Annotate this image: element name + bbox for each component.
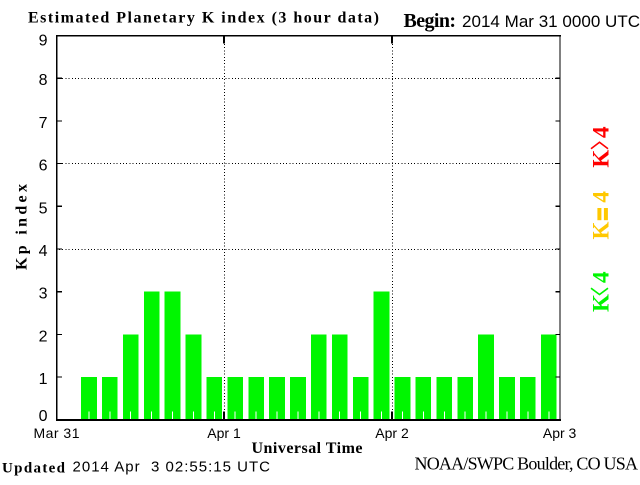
svg-text:3: 3 [39,286,48,303]
svg-text:NOAA/SWPC Boulder, CO USA: NOAA/SWPC Boulder, CO USA [415,454,639,474]
svg-text:Updated: Updated [2,461,66,477]
svg-text:Apr 3: Apr 3 [543,425,577,441]
svg-text:Mar 31: Mar 31 [34,425,80,441]
svg-text:4: 4 [589,191,614,203]
svg-text:6: 6 [39,158,48,175]
svg-text:2014 Apr 3 02:55:15 UTC: 2014 Apr 3 02:55:15 UTC [73,459,271,476]
svg-text:Apr 1: Apr 1 [207,425,241,441]
svg-text:1: 1 [39,371,48,388]
svg-text:4: 4 [589,126,614,138]
svg-text:K: K [589,150,614,168]
svg-text:4: 4 [39,243,48,260]
svg-text:Estimated Planetary K index (3: Estimated Planetary K index (3 hour data… [28,10,379,27]
svg-text:Universal Time: Universal Time [252,440,363,457]
svg-text:5: 5 [39,200,48,217]
svg-text:Begin:: Begin: [404,10,457,32]
svg-text:0: 0 [39,408,48,425]
svg-text:7: 7 [39,115,48,132]
svg-text:4: 4 [589,271,614,283]
svg-text:2014 Mar 31 0000 UTC: 2014 Mar 31 0000 UTC [462,12,640,31]
svg-text:Apr 2: Apr 2 [375,425,409,441]
svg-text:2: 2 [39,328,48,345]
svg-text:8: 8 [39,72,48,89]
svg-text:K: K [589,294,614,312]
svg-text:9: 9 [39,33,48,50]
svg-text:K: K [589,222,614,240]
